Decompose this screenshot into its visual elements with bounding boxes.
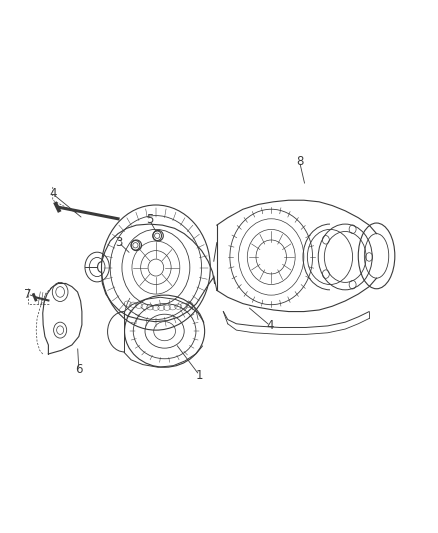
Text: 3: 3: [115, 236, 123, 249]
Text: 4: 4: [267, 319, 274, 333]
Text: 6: 6: [75, 364, 83, 376]
Text: 7: 7: [24, 288, 31, 301]
Text: 8: 8: [296, 155, 303, 168]
Text: 4: 4: [49, 188, 57, 200]
Text: 5: 5: [146, 213, 153, 227]
Text: 1: 1: [196, 369, 203, 382]
